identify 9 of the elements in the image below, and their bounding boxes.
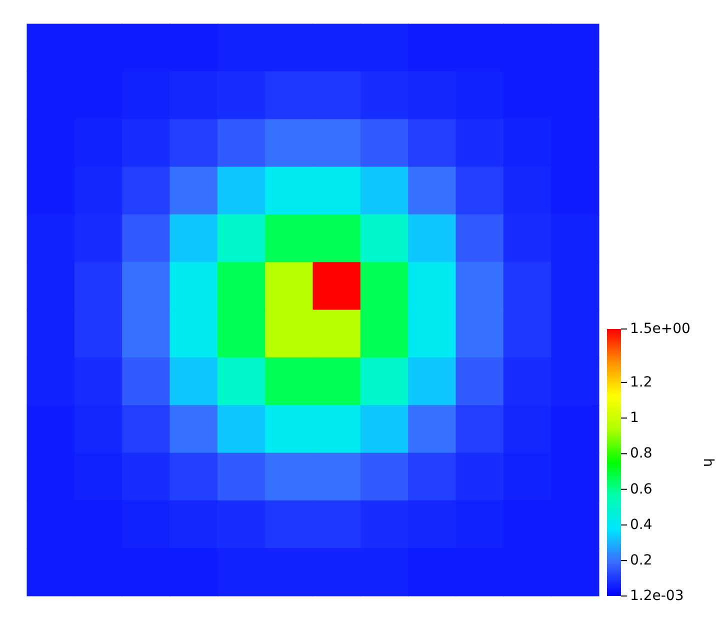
color-bar-label: 0.2 — [630, 552, 652, 569]
color-bar-label: 0.6 — [630, 481, 652, 498]
color-bar-label: 1.2e-03 — [630, 588, 684, 604]
color-bar-label: 1.5e+00 — [630, 321, 690, 337]
color-bar-title: h — [700, 458, 716, 467]
color-bar-label: 0.8 — [630, 446, 652, 462]
color-bar-label: 1.2 — [630, 374, 652, 390]
color-bar-label: 0.4 — [630, 516, 652, 533]
color-bar-label: 1 — [630, 410, 639, 426]
